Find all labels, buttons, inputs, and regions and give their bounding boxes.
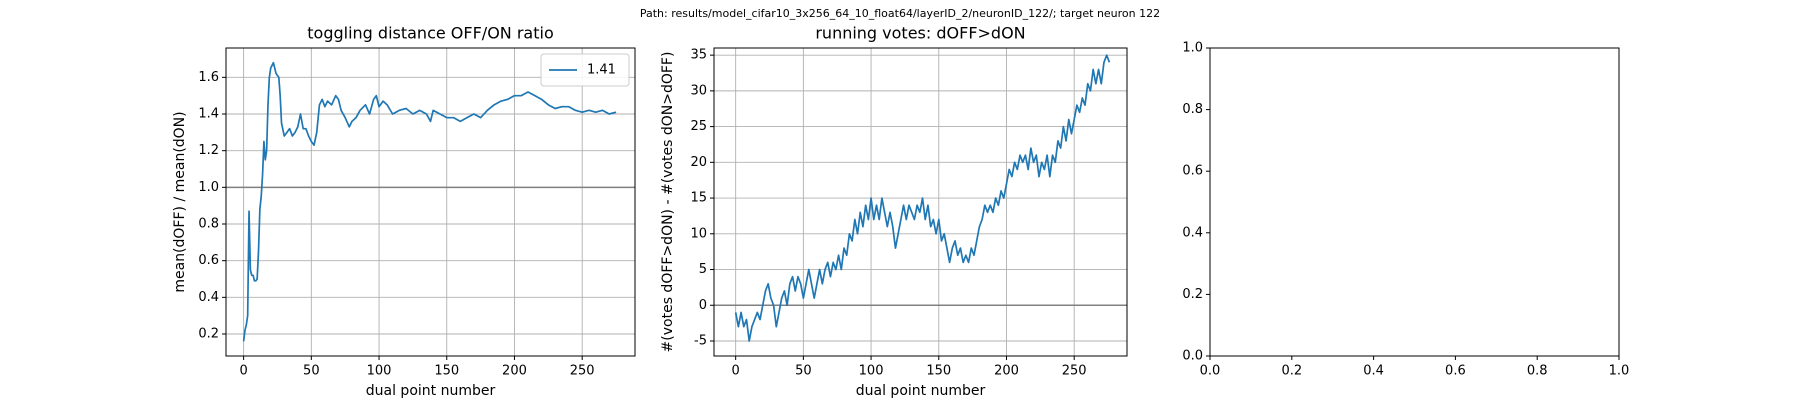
y-tick-label: 0 [699, 298, 707, 313]
x-tick-label: 50 [795, 364, 812, 379]
y-tick-label: 0.2 [198, 327, 219, 342]
y-tick-label: 10 [690, 226, 707, 241]
x-tick-label: 0 [239, 364, 247, 379]
plot-area [226, 48, 635, 356]
x-tick-label: 50 [303, 364, 320, 379]
x-tick-label: 1.0 [1609, 364, 1630, 379]
x-tick-label: 100 [859, 364, 884, 379]
x-tick-label: 200 [502, 364, 527, 379]
y-tick-label: 0.6 [1182, 164, 1203, 179]
chart-title: running votes: dOFF>dON [815, 24, 1025, 43]
x-tick-label: 250 [570, 364, 595, 379]
y-tick-label: 15 [690, 191, 707, 206]
y-tick-label: 1.4 [198, 107, 219, 122]
plot-area [714, 48, 1127, 356]
y-tick-label: 0.6 [198, 253, 219, 268]
x-axis-label: dual point number [366, 383, 496, 399]
x-tick-label: 150 [926, 364, 951, 379]
legend-box [540, 53, 630, 87]
x-tick-label: 0 [732, 364, 740, 379]
x-tick-label: 250 [1062, 364, 1087, 379]
y-tick-label: 25 [690, 119, 707, 134]
y-tick-label: 0.8 [198, 217, 219, 232]
y-tick-label: 0.4 [198, 290, 219, 305]
y-tick-label: 1.0 [198, 180, 219, 195]
y-tick-label: 5 [699, 262, 707, 277]
y-tick-label: 0.2 [1182, 287, 1203, 302]
x-tick-label: 100 [367, 364, 392, 379]
y-tick-label: 0.4 [1182, 225, 1203, 240]
legend-label: 1.41 [587, 63, 616, 78]
x-tick-label: 200 [994, 364, 1019, 379]
data-line [242, 61, 617, 342]
x-tick-label: 0.2 [1281, 364, 1302, 379]
y-tick-label: 1.6 [198, 70, 219, 85]
axes-frame [1209, 47, 1620, 357]
x-tick-label: 150 [434, 364, 459, 379]
x-tick-label: 0.4 [1363, 364, 1384, 379]
chart-title: toggling distance OFF/ON ratio [307, 24, 553, 43]
y-tick-label: 1.0 [1182, 41, 1203, 56]
y-axis-label: #(votes dOFF>dON) - #(votes dON>dOFF) [660, 52, 676, 353]
y-tick-label: -5 [694, 333, 707, 348]
axes-frame [713, 47, 1128, 357]
y-tick-label: 30 [690, 83, 707, 98]
y-tick-label: 35 [690, 48, 707, 63]
data-line [734, 54, 1111, 342]
plot-area [1210, 48, 1619, 356]
x-tick-label: 0.6 [1445, 364, 1466, 379]
y-tick-label: 1.2 [198, 143, 219, 158]
x-axis-label: dual point number [856, 383, 986, 399]
y-tick-label: 20 [690, 155, 707, 170]
x-tick-label: 0.8 [1527, 364, 1548, 379]
y-tick-label: 0.0 [1182, 349, 1203, 364]
figure-title: Path: results/model_cifar10_3x256_64_10_… [640, 7, 1160, 20]
axes-frame [225, 47, 636, 357]
x-tick-label: 0.0 [1200, 364, 1221, 379]
y-axis-label: mean(dOFF) / mean(dON) [172, 111, 188, 292]
y-tick-label: 0.8 [1182, 102, 1203, 117]
